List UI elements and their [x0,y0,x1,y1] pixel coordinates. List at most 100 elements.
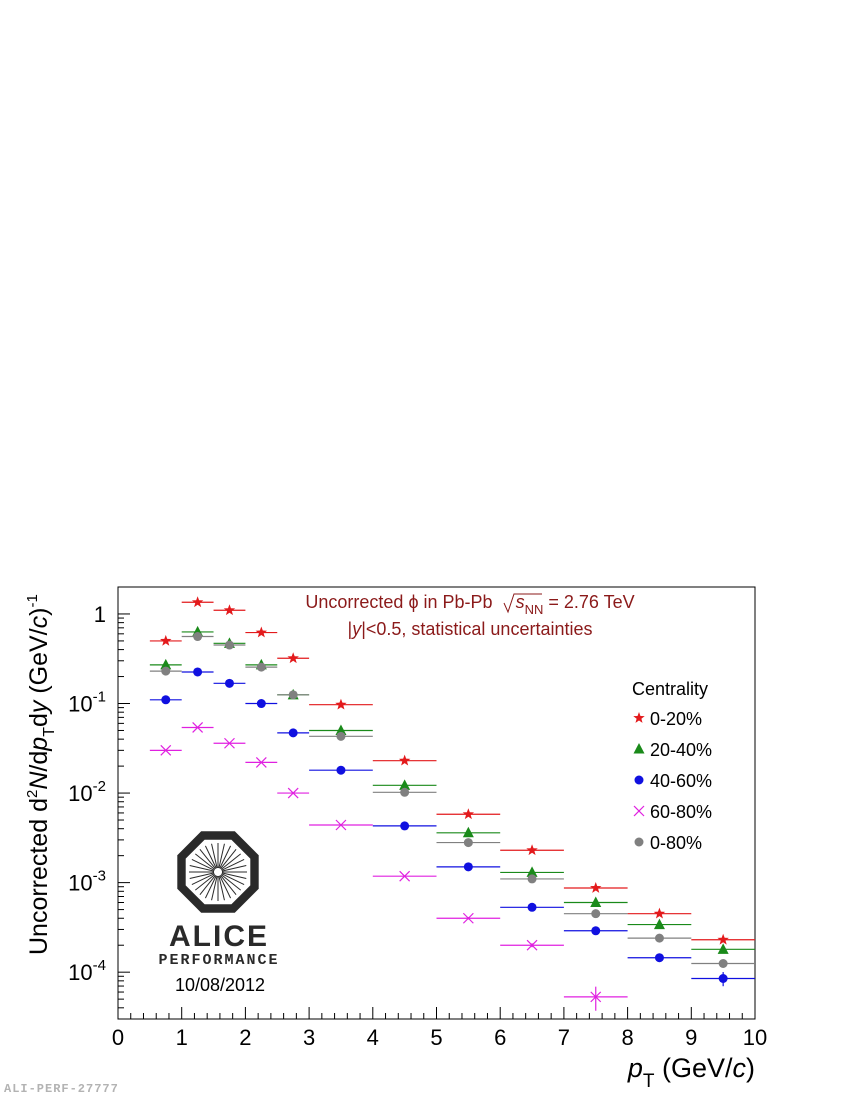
data-point [256,699,266,709]
marker-stroke [287,787,299,799]
data-point [160,658,172,670]
data-point [718,958,728,968]
legend-title: Centrality [632,679,708,699]
logo-ray [204,845,217,869]
x-tick-label: 5 [430,1025,442,1050]
logo-ray [219,845,232,869]
marker-stroke [160,744,172,756]
x-tick-label: 10 [743,1025,767,1050]
legend-label: 60-80% [650,802,712,822]
x-tick-label: 6 [494,1025,506,1050]
data-point [717,943,729,954]
legend-entry: 0-80% [634,833,702,853]
marker-stroke [633,805,645,817]
data-point [288,728,298,738]
logo-ray [220,849,237,870]
alice-octagon-icon [177,831,259,913]
data-point [193,667,203,677]
y-tick-label: 10-3 [68,868,106,896]
logo-ray [189,872,215,879]
data-point [336,765,346,775]
data-point [399,870,411,882]
marker-stroke [192,722,204,733]
x-axis-label: pT (GeV/c) [627,1053,755,1092]
data-point [591,926,601,936]
logo-ray [220,853,241,870]
logo-ray [211,875,218,901]
data-point [400,821,410,831]
axes: 0 1 2 3 4 5 6 7 8 9 10 10-4 10-3 10-2 10-1 1 [68,586,767,1050]
logo-ray [191,858,215,871]
x-tick-label: 4 [367,1025,379,1050]
data-point [718,973,728,983]
data-point [398,754,411,766]
logo-ray [204,875,217,899]
data-point [400,787,410,797]
logo-subtitle: PERFORMANCE [158,952,279,969]
data-point [161,666,171,676]
logo-ray [220,874,241,891]
data-point [590,882,602,893]
data-point [193,632,203,642]
logo-ray [219,875,232,899]
legend-label: 20-40% [650,740,712,760]
marker-stroke [255,756,267,768]
x-tick-label: 0 [112,1025,124,1050]
data-point [590,991,602,1003]
logo-ray [221,865,247,872]
legend-entry: 40-60% [634,771,712,791]
data-point [526,939,538,951]
data-point [335,698,347,710]
data-point [654,933,664,943]
legend-marker [634,775,644,785]
data-point [160,744,172,756]
legend-entry: 20-40% [633,740,712,760]
logo-ray [220,874,237,895]
data-point [526,866,538,877]
series-40-60pct [149,667,755,987]
data-point [590,896,602,907]
marker-stroke [526,939,538,951]
data-point [287,652,299,664]
data-point [224,678,234,688]
data-point [161,695,171,705]
logo-ray [191,873,215,886]
data-point [255,756,267,768]
data-point [335,724,347,735]
data-point [335,819,347,831]
y-tick-label: 10-4 [68,957,106,985]
data-point [336,731,346,741]
legend-entry: 60-80% [633,802,712,822]
marker-stroke [462,912,474,924]
marker-stroke [335,819,347,831]
logo-title: ALICE [169,920,269,953]
data-point [191,596,204,608]
data-point [526,844,538,856]
annotation-line-1: Uncorrected ϕ in Pb-Pb sNN = 2.76 TeV [305,592,634,617]
data-point [255,626,268,638]
annotation-line-2: |y|<0.5, statistical uncertainties [348,619,593,639]
data-point [399,779,411,790]
alice-logo: ALICE PERFORMANCE 10/08/2012 [158,831,279,995]
logo-ray [218,875,225,901]
data-point [462,808,475,820]
logo-ray [218,843,225,869]
series-60-80pct [149,722,628,1011]
series-0-80pct [149,632,755,968]
marker-stroke [224,737,235,749]
data-point [463,862,473,872]
data-point [717,933,729,945]
y-tick-label: 1 [94,602,106,627]
data-point [224,640,234,650]
logo-ray [199,849,216,870]
legend: Centrality 0-20% 20-40% 40-60% 60-80% 0-80% [632,679,712,853]
x-tick-label: 7 [558,1025,570,1050]
logo-date: 10/08/2012 [175,975,265,995]
logo-ray [195,874,216,891]
y-axis-label: Uncorrected d2N/dpTdy (GeV/c)-1 [24,594,58,955]
legend-marker [634,837,644,847]
logo-octagon-inner [185,839,251,905]
legend-marker [633,805,645,817]
data-point [287,787,299,799]
